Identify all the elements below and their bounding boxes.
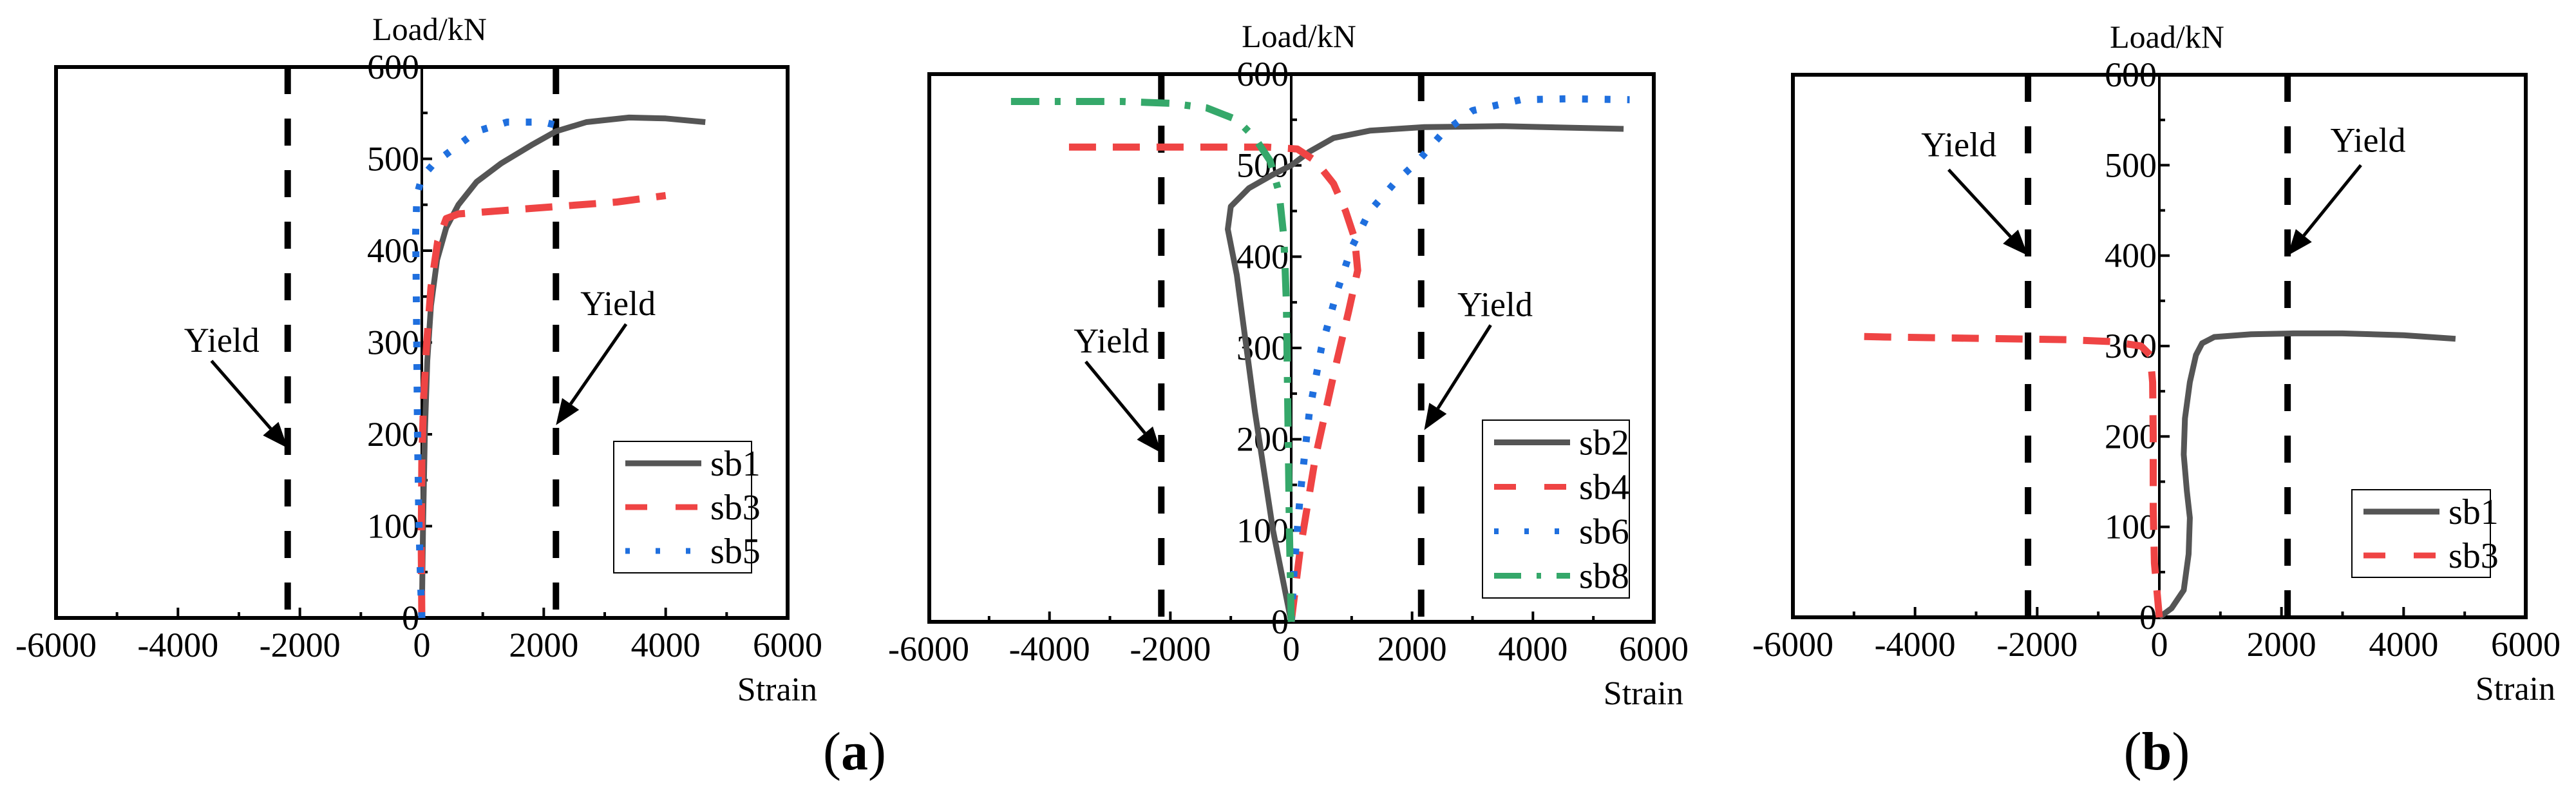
y-tick-label: 400 bbox=[367, 231, 419, 270]
legend-label-sb2: sb2 bbox=[1579, 423, 1629, 463]
arrow-shaft bbox=[1084, 360, 1146, 434]
arrow-shaft bbox=[569, 323, 628, 405]
y-axis-label: Load/kN bbox=[1242, 18, 1356, 54]
series-sb8 bbox=[1007, 98, 1295, 622]
arrow-shaft bbox=[1436, 324, 1492, 410]
yield-annotation-label: Yield bbox=[2331, 120, 2406, 159]
y-tick-label: 0 bbox=[402, 599, 419, 637]
x-tick-label: 0 bbox=[1283, 630, 1300, 668]
y-tick-label: 400 bbox=[1236, 237, 1289, 276]
series-sb2 bbox=[1225, 123, 1624, 622]
y-tick-label: 100 bbox=[1236, 511, 1289, 550]
legend-label-sb8: sb8 bbox=[1579, 557, 1629, 597]
x-tick-label: -2000 bbox=[1130, 630, 1211, 668]
yield-annotation-label: Yield bbox=[1074, 322, 1149, 360]
x-tick-label: -6000 bbox=[1752, 625, 1833, 664]
series-sb4 bbox=[1056, 143, 1361, 622]
x-tick-label: 0 bbox=[413, 626, 431, 664]
y-tick-label: 200 bbox=[367, 415, 419, 454]
chart-panel-a-right: -6000 -4000 -2000 0 2000 4000 6000010020030040… bbox=[888, 18, 1689, 712]
y-tick-label: 300 bbox=[367, 323, 419, 362]
legend-label-sb3: sb3 bbox=[710, 488, 761, 528]
legend-label-sb1: sb1 bbox=[2448, 492, 2499, 532]
legend-box bbox=[2351, 489, 2491, 578]
legend-label-sb1: sb1 bbox=[710, 444, 761, 484]
legend-label-sb3: sb3 bbox=[2448, 536, 2499, 576]
panel-label-a: (a) bbox=[823, 722, 886, 782]
arrow-head-icon bbox=[1424, 403, 1447, 430]
arrow-head-icon bbox=[556, 398, 580, 425]
x-tick-label: -6000 bbox=[15, 626, 97, 664]
y-tick-label: 400 bbox=[2105, 236, 2157, 275]
chart-panel-a-left: -6000 -4000 -2000 0 2000 4000 6000 0 100 200 300 40… bbox=[15, 11, 822, 708]
arrow-head-icon bbox=[263, 421, 288, 448]
x-axis-label: Strain bbox=[737, 671, 817, 708]
series-sb3 bbox=[1848, 332, 2163, 618]
arrow-shaft bbox=[210, 360, 272, 430]
legend-label-sb5: sb5 bbox=[710, 532, 761, 572]
x-tick-label: 2000 bbox=[1378, 630, 1447, 668]
series-sb3 bbox=[417, 192, 667, 619]
y-tick-label: 600 bbox=[367, 48, 419, 86]
x-tick-label: -4000 bbox=[137, 626, 218, 664]
x-axis-label: Strain bbox=[1604, 675, 1683, 712]
y-tick-label: 0 bbox=[2139, 598, 2157, 637]
x-tick-label: 2000 bbox=[509, 626, 578, 664]
y-tick-label: 100 bbox=[2105, 508, 2157, 546]
panel-label-b: (b) bbox=[2123, 722, 2190, 782]
x-tick-label: -6000 bbox=[888, 630, 969, 668]
x-tick-label: 0 bbox=[2151, 625, 2168, 664]
legend-box bbox=[1482, 419, 1630, 599]
x-tick-label: -4000 bbox=[1875, 625, 1956, 664]
y-tick-label: 600 bbox=[1236, 55, 1289, 93]
x-tick-label: -4000 bbox=[1009, 630, 1090, 668]
x-tick-label: 6000 bbox=[1619, 630, 1689, 668]
x-tick-label: -2000 bbox=[1996, 625, 2078, 664]
arrow-head-icon bbox=[2003, 229, 2029, 256]
x-tick-label: 6000 bbox=[2491, 625, 2561, 664]
series-sb5 bbox=[412, 119, 564, 619]
legend-label-sb4: sb4 bbox=[1579, 468, 1629, 508]
legend-label-sb6: sb6 bbox=[1579, 512, 1629, 552]
series-sb1 bbox=[2157, 330, 2456, 620]
yield-annotation-label: Yield bbox=[184, 321, 260, 360]
y-tick-label: 200 bbox=[2105, 417, 2157, 456]
x-axis-label: Strain bbox=[2476, 671, 2555, 708]
y-tick-label: 600 bbox=[2105, 55, 2157, 94]
x-tick-label: 4000 bbox=[631, 626, 701, 664]
y-tick-label: 500 bbox=[367, 140, 419, 178]
yield-annotation-label: Yield bbox=[1457, 285, 1533, 323]
y-axis-label: Load/kN bbox=[2110, 19, 2224, 55]
arrow-shaft bbox=[2302, 164, 2362, 237]
x-tick-label: 4000 bbox=[1498, 630, 1567, 668]
chart-panel-b: -6000 -4000 -2000 0 2000 4000 6000010020030040… bbox=[1752, 19, 2561, 708]
arrow-head-icon bbox=[1137, 426, 1162, 453]
x-tick-label: 2000 bbox=[2247, 625, 2316, 664]
arrow-head-icon bbox=[2287, 229, 2312, 256]
x-tick-label: 4000 bbox=[2369, 625, 2438, 664]
x-tick-label: -2000 bbox=[260, 626, 341, 664]
x-tick-label: 6000 bbox=[753, 626, 822, 664]
y-axis-label: Load/kN bbox=[372, 11, 487, 47]
y-tick-label: 500 bbox=[2105, 146, 2157, 184]
y-tick-label: 100 bbox=[367, 507, 419, 546]
yield-annotation-label: Yield bbox=[580, 284, 656, 323]
arrow-shaft bbox=[1947, 168, 2012, 238]
yield-annotation-label: Yield bbox=[1921, 125, 1996, 164]
